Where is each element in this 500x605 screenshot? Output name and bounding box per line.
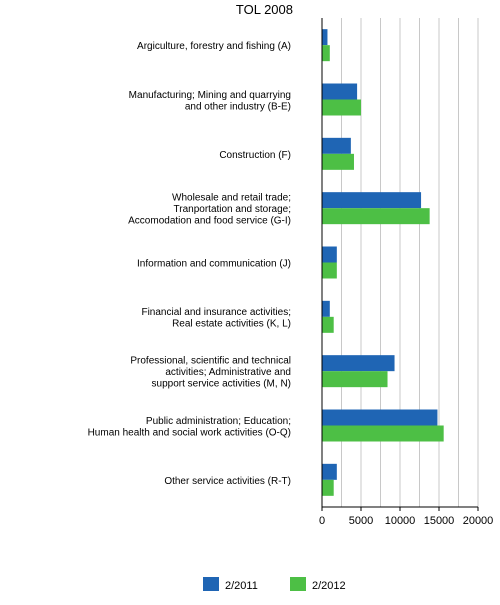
category-labels: Argiculture, forestry and fishing (A) Man…	[88, 41, 291, 487]
bar	[322, 83, 358, 100]
legend: 2/2011 2/2012	[203, 577, 346, 592]
x-tick-label: 15000	[424, 515, 455, 527]
category-label: Public administration; Education;	[146, 416, 291, 427]
x-tick-label: 10000	[385, 515, 416, 527]
category-label: and other industry (B-E)	[185, 101, 291, 112]
bar	[322, 316, 334, 333]
category-label: Real estate activities (K, L)	[172, 319, 291, 330]
category-label: Wholesale and retail trade;	[172, 193, 291, 204]
bar	[322, 371, 388, 388]
category-label: Financial and insurance activities;	[141, 307, 291, 318]
bar	[322, 246, 337, 263]
category-label: support service activities (M, N)	[152, 379, 291, 390]
category-label: Professional, scientific and technical	[130, 356, 291, 367]
bar	[322, 463, 337, 480]
bar	[322, 300, 330, 317]
chart-title: TOL 2008	[236, 2, 293, 17]
bar	[322, 45, 330, 62]
bar	[322, 208, 430, 225]
bar	[322, 409, 438, 426]
category-label: Tranportation and storage;	[174, 204, 291, 215]
x-tick-label: 20000	[463, 515, 494, 527]
category-label: Human health and social work activities …	[88, 427, 291, 438]
category-label: Manufacturing; Mining and quarrying	[129, 90, 291, 101]
axes: 0 5000 10000 15000 20000	[319, 18, 493, 527]
category-label: Accomodation and food service (G-I)	[128, 216, 291, 227]
bar	[322, 137, 351, 154]
bars	[322, 29, 444, 496]
legend-label: 2/2011	[225, 580, 258, 592]
bar	[322, 479, 334, 496]
bar	[322, 153, 354, 170]
legend-swatch	[290, 577, 306, 591]
category-label: activities; Administrative and	[165, 367, 291, 378]
bar	[322, 425, 444, 442]
bar	[322, 262, 337, 279]
legend-label: 2/2012	[312, 580, 346, 592]
bar	[322, 192, 422, 209]
category-label: Argiculture, forestry and fishing (A)	[137, 41, 291, 52]
x-tick-label: 0	[319, 515, 325, 527]
bar	[322, 355, 395, 372]
category-label: Construction (F)	[219, 150, 291, 161]
bar	[322, 29, 328, 46]
x-tick-label: 5000	[349, 515, 373, 527]
category-label: Information and communication (J)	[137, 259, 291, 270]
category-label: Other service activities (R-T)	[164, 476, 291, 487]
legend-swatch	[203, 577, 219, 591]
bar	[322, 99, 361, 116]
